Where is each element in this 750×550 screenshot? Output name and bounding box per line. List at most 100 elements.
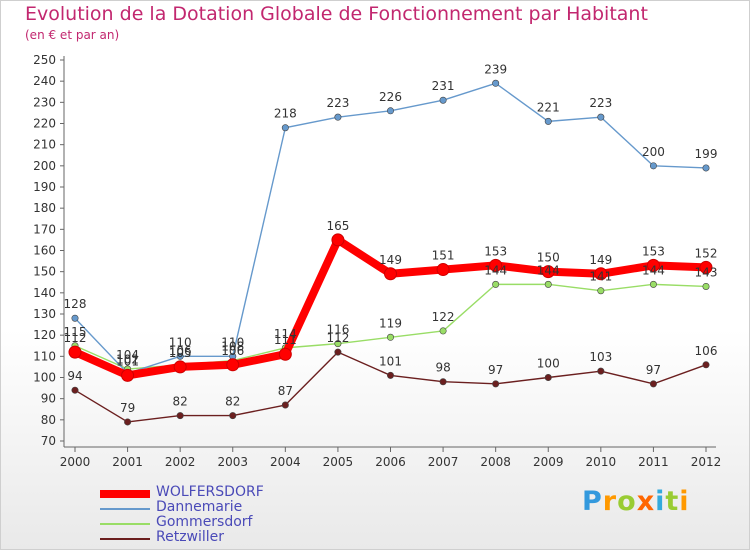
data-point-wolfersdorf	[226, 358, 240, 372]
data-point-wolfersdorf	[68, 345, 82, 359]
data-label-gommersdorf: 141	[589, 270, 612, 284]
data-point-wolfersdorf	[121, 368, 135, 382]
y-tick-label: 120	[33, 328, 56, 342]
data-label-dannemarie: 239	[484, 62, 507, 76]
data-label-dannemarie: 223	[589, 96, 612, 110]
data-point-gommersdorf	[334, 340, 342, 348]
legend-label: Retzwiller	[156, 529, 225, 545]
y-tick-label: 210	[33, 138, 56, 152]
x-tick-label: 2003	[217, 455, 248, 469]
logo-letter: t	[665, 486, 680, 517]
data-label-gommersdorf: 104	[116, 348, 139, 362]
data-label-wolfersdorf: 165	[326, 219, 349, 233]
data-label-retzwiller: 112	[326, 331, 349, 345]
data-point-retzwiller	[229, 412, 237, 420]
data-point-wolfersdorf	[646, 258, 660, 272]
data-label-dannemarie: 110	[221, 335, 244, 349]
data-point-gommersdorf	[492, 280, 500, 288]
data-label-retzwiller: 94	[67, 369, 82, 383]
data-point-retzwiller	[439, 378, 447, 386]
data-label-gommersdorf: 119	[379, 316, 402, 330]
data-point-retzwiller	[702, 361, 710, 369]
data-label-gommersdorf: 106	[169, 344, 192, 358]
data-point-dannemarie	[176, 352, 184, 360]
data-label-retzwiller: 87	[278, 384, 293, 398]
data-point-wolfersdorf	[541, 265, 555, 279]
data-label-dannemarie: 223	[326, 96, 349, 110]
data-label-retzwiller: 101	[379, 354, 402, 368]
data-point-dannemarie	[281, 124, 289, 132]
data-label-retzwiller: 103	[589, 350, 612, 364]
y-tick-label: 150	[33, 265, 56, 279]
x-tick-label: 2009	[533, 455, 564, 469]
data-point-wolfersdorf	[489, 258, 503, 272]
y-tick-label: 170	[33, 222, 56, 236]
data-label-retzwiller: 82	[173, 395, 188, 409]
legend-label: WOLFERSDORF	[156, 484, 264, 500]
y-tick-label: 140	[33, 286, 56, 300]
x-tick-label: 2012	[691, 455, 722, 469]
x-tick-label: 2008	[480, 455, 511, 469]
data-label-wolfersdorf: 153	[484, 244, 507, 258]
y-tick-label: 180	[33, 201, 56, 215]
legend-swatch	[100, 522, 150, 525]
data-point-dannemarie	[71, 314, 79, 322]
data-label-gommersdorf: 114	[274, 327, 297, 341]
data-point-wolfersdorf	[436, 263, 450, 277]
proxiti-logo[interactable]: Proxiti	[582, 486, 690, 517]
data-point-gommersdorf	[702, 282, 710, 290]
data-point-dannemarie	[386, 107, 394, 115]
y-tick-label: 200	[33, 159, 56, 173]
y-tick-label: 100	[33, 371, 56, 385]
logo-letter: x	[636, 486, 656, 517]
data-point-dannemarie	[544, 117, 552, 125]
data-point-dannemarie	[492, 79, 500, 87]
data-label-dannemarie: 102	[116, 352, 139, 366]
data-point-wolfersdorf	[173, 360, 187, 374]
data-point-dannemarie	[439, 96, 447, 104]
data-point-dannemarie	[334, 113, 342, 121]
data-label-gommersdorf: 144	[537, 263, 560, 277]
data-point-retzwiller	[334, 348, 342, 356]
y-tick-label: 240	[33, 74, 56, 88]
data-label-gommersdorf: 108	[221, 340, 244, 354]
y-tick-label: 250	[33, 53, 56, 67]
y-tick-label: 90	[41, 392, 56, 406]
data-point-retzwiller	[386, 371, 394, 379]
data-point-retzwiller	[649, 380, 657, 388]
data-point-wolfersdorf	[699, 260, 713, 274]
data-label-gommersdorf: 122	[432, 310, 455, 324]
data-label-wolfersdorf: 153	[642, 244, 665, 258]
logo-letter: i	[679, 486, 690, 517]
data-label-retzwiller: 97	[646, 363, 661, 377]
data-label-retzwiller: 98	[435, 361, 450, 375]
x-tick-label: 2004	[270, 455, 301, 469]
data-label-dannemarie: 199	[695, 147, 718, 161]
chart-title: Evolution de la Dotation Globale de Fonc…	[25, 3, 648, 25]
chart-subtitle: (en € et par an)	[25, 28, 120, 42]
logo-letter: o	[617, 486, 637, 517]
data-point-dannemarie	[597, 113, 605, 121]
data-label-gommersdorf: 144	[642, 263, 665, 277]
data-label-gommersdorf: 116	[326, 323, 349, 337]
data-point-dannemarie	[702, 164, 710, 172]
y-tick-label: 80	[41, 413, 56, 427]
data-label-wolfersdorf: 105	[169, 346, 192, 360]
data-point-gommersdorf	[386, 333, 394, 341]
data-point-retzwiller	[597, 367, 605, 375]
data-point-wolfersdorf	[594, 267, 608, 281]
x-tick-label: 2002	[165, 455, 196, 469]
data-label-wolfersdorf: 106	[221, 344, 244, 358]
data-label-dannemarie: 231	[432, 79, 455, 93]
data-point-retzwiller	[176, 412, 184, 420]
logo-letter: r	[602, 486, 618, 517]
data-label-gommersdorf: 143	[695, 265, 718, 279]
x-tick-label: 2000	[60, 455, 91, 469]
x-tick-label: 2006	[375, 455, 406, 469]
x-tick-label: 2011	[638, 455, 669, 469]
data-label-wolfersdorf: 152	[695, 246, 718, 260]
data-label-wolfersdorf: 151	[432, 249, 455, 263]
data-point-retzwiller	[281, 401, 289, 409]
data-point-retzwiller	[124, 418, 132, 426]
